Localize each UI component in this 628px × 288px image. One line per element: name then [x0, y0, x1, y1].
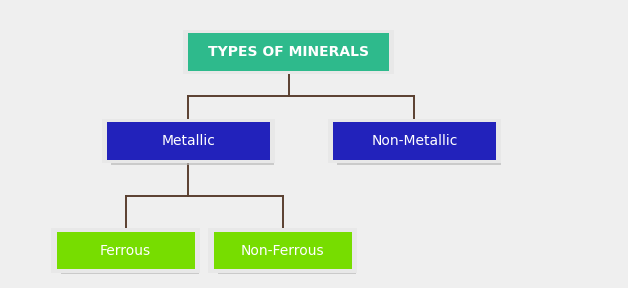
- Text: Ferrous: Ferrous: [100, 244, 151, 257]
- FancyBboxPatch shape: [111, 128, 274, 165]
- FancyBboxPatch shape: [183, 30, 394, 74]
- FancyBboxPatch shape: [61, 237, 199, 274]
- Text: Non-Metallic: Non-Metallic: [371, 134, 458, 148]
- Text: TYPES OF MINERALS: TYPES OF MINERALS: [208, 45, 369, 59]
- FancyBboxPatch shape: [333, 122, 496, 160]
- FancyBboxPatch shape: [57, 232, 195, 269]
- FancyBboxPatch shape: [188, 33, 389, 71]
- FancyBboxPatch shape: [102, 119, 275, 163]
- Text: Non-Ferrous: Non-Ferrous: [241, 244, 325, 257]
- FancyBboxPatch shape: [328, 119, 501, 163]
- FancyBboxPatch shape: [214, 232, 352, 269]
- FancyBboxPatch shape: [208, 228, 357, 273]
- FancyBboxPatch shape: [337, 128, 501, 165]
- FancyBboxPatch shape: [107, 122, 270, 160]
- Text: Metallic: Metallic: [161, 134, 215, 148]
- FancyBboxPatch shape: [51, 228, 200, 273]
- FancyBboxPatch shape: [218, 237, 356, 274]
